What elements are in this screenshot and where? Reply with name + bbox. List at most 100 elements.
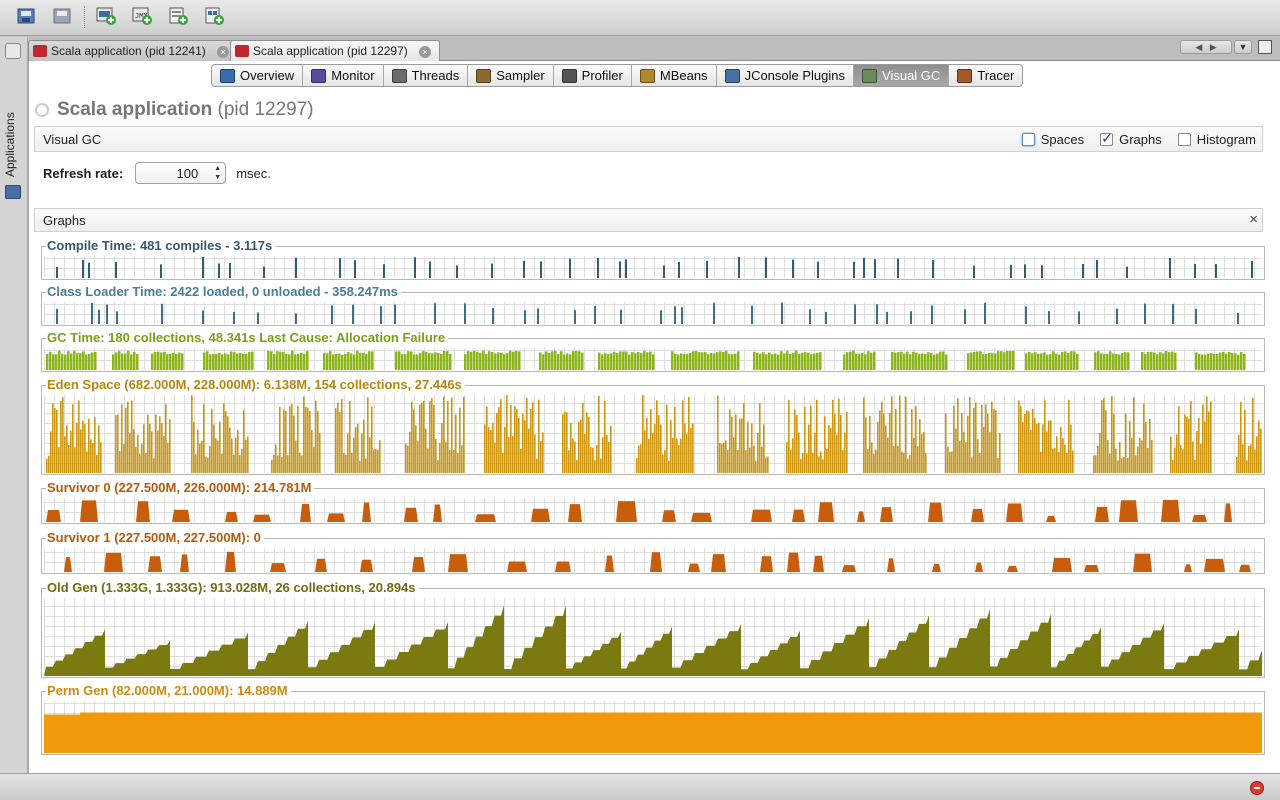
tab-monitor[interactable]: Monitor [303, 65, 384, 86]
graph-gctime: GC Time: 180 collections, 48.341s Last C… [41, 330, 1265, 372]
tab-label: Visual GC [882, 68, 941, 83]
tab-label: Threads [411, 68, 460, 83]
grid [44, 598, 1262, 676]
maximize-window-icon[interactable] [1258, 40, 1272, 54]
add-jmx-connection-icon [96, 7, 116, 25]
graph-classloader: Class Loader Time: 2422 loaded, 0 unload… [41, 284, 1265, 326]
graph-title: Perm Gen (82.000M, 21.000M): 14.889M [46, 683, 291, 699]
tab-tracer[interactable]: Tracer [949, 65, 1022, 86]
tab-label: Overview [240, 68, 295, 83]
graphs-panel-label: Graphs [43, 213, 86, 228]
error-notification-icon[interactable] [1250, 781, 1264, 795]
svg-text:JMX: JMX [135, 12, 148, 20]
graph-compile-plot [44, 256, 1262, 278]
graph-survivor1-plot [44, 548, 1262, 572]
add-snapshot-icon [205, 7, 224, 25]
tab-jconsole-plugins[interactable]: JConsole Plugins [717, 65, 855, 86]
graph-oldgen-series [44, 605, 1262, 676]
doc-tab-label: Scala application (pid 12241) [51, 44, 206, 58]
view-tab-bar: Overview Monitor Threads Sampler Profiler MBe… [211, 64, 1024, 87]
save-snapshot-button[interactable] [50, 5, 74, 27]
tab-visual-gc[interactable]: Visual GC [854, 65, 950, 86]
graphs-checkbox-box[interactable] [1100, 130, 1114, 147]
graphs-checkbox[interactable]: Graphs [1100, 130, 1162, 147]
load-core-dump-button[interactable] [166, 5, 190, 27]
add-jmx-connection-button[interactable] [94, 5, 118, 27]
tab-label: Tracer [977, 68, 1015, 83]
graph-oldgen: Old Gen (1.333G, 1.333G): 913.028M, 26 c… [41, 580, 1265, 678]
applications-sidebar-tab[interactable]: Applications [3, 112, 17, 177]
tab-sampler[interactable]: Sampler [468, 65, 554, 86]
graph-eden-plot [44, 395, 1262, 473]
histogram-checkbox[interactable]: Histogram [1177, 132, 1256, 147]
main-toolbar: JMX [0, 0, 1280, 36]
spaces-label: Spaces [1040, 132, 1085, 147]
close-graphs-icon[interactable]: × [1249, 211, 1258, 228]
tab-mbeans[interactable]: MBeans [632, 65, 717, 86]
graph-title: Class Loader Time: 2422 loaded, 0 unload… [46, 284, 401, 300]
graphs-panel-header: Graphs × [34, 208, 1263, 232]
threads-icon [391, 68, 407, 83]
grid [44, 256, 1262, 278]
histogram-label: Histogram [1196, 132, 1256, 147]
add-remote-host-icon: JMX [132, 7, 152, 25]
tab-label: MBeans [659, 68, 708, 83]
graph-survivor0-series [46, 500, 1232, 522]
visual-gc-label: Visual GC [43, 132, 102, 147]
graph-classloader-series [56, 302, 1239, 324]
spaces-checkbox-box[interactable] [1021, 133, 1035, 146]
graph-permgen-plot [44, 701, 1262, 753]
applications-icon[interactable] [5, 185, 21, 199]
close-tab-icon[interactable]: × [217, 45, 230, 58]
monitor-icon [311, 68, 327, 83]
graph-compile-series [56, 256, 1253, 278]
tab-label: Sampler [496, 68, 545, 83]
save-snapshot-icon [53, 8, 71, 24]
tab-label: JConsole Plugins [744, 68, 846, 83]
doc-tab-label: Scala application (pid 12297) [253, 44, 408, 58]
applications-sidebar-strip: Applications [0, 37, 28, 773]
graph-oldgen-plot [44, 598, 1262, 676]
refresh-rate-unit: msec. [236, 165, 271, 181]
graph-survivor0-plot [44, 498, 1262, 522]
tab-threads[interactable]: Threads [384, 65, 469, 86]
add-remote-host-button[interactable]: JMX [130, 5, 154, 27]
status-bar [0, 773, 1280, 800]
overview-icon [220, 68, 235, 83]
spaces-checkbox[interactable]: Spaces [1021, 132, 1085, 147]
application-header: Scala application (pid 12297) [35, 98, 314, 122]
graph-eden: Eden Space (682.000M, 228.000M): 6.138M,… [41, 377, 1265, 475]
sampler-icon [476, 68, 492, 83]
restore-sidebar-icon[interactable] [5, 43, 21, 59]
add-snapshot-button[interactable] [202, 5, 226, 27]
java-application-icon [235, 45, 249, 57]
tab-profiler[interactable]: Profiler [554, 65, 632, 86]
open-snapshot-button[interactable] [14, 5, 38, 27]
java-application-icon [33, 45, 47, 57]
graph-eden-series [46, 395, 1262, 473]
graphs-label: Graphs [1119, 132, 1162, 147]
tab-overview[interactable]: Overview [212, 65, 304, 86]
tab-label: Profiler [581, 68, 623, 83]
graph-title: Survivor 1 (227.500M, 227.500M): 0 [46, 530, 264, 546]
graph-gctime-series [46, 350, 1246, 370]
close-tab-icon[interactable]: × [419, 45, 432, 58]
graph-title: Survivor 0 (227.500M, 226.000M): 214.781… [46, 480, 315, 496]
graph-title: Old Gen (1.333G, 1.333G): 913.028M, 26 c… [46, 580, 419, 596]
graph-survivor1: Survivor 1 (227.500M, 227.500M): 0 [41, 530, 1265, 574]
main-panel: Overview Monitor Threads Sampler Profiler MBe… [28, 61, 1280, 773]
histogram-checkbox-box[interactable] [1177, 133, 1191, 146]
doc-tab-pid-12297[interactable]: Scala application (pid 12297) × [230, 40, 441, 61]
tracer-icon [957, 68, 973, 83]
graph-permgen: Perm Gen (82.000M, 21.000M): 14.889M [41, 683, 1265, 755]
load-core-dump-icon [169, 7, 188, 25]
mbeans-icon [639, 68, 655, 83]
tab-scroll-arrows[interactable]: ◀ ▶ [1180, 40, 1232, 54]
refresh-rate-label: Refresh rate: [43, 165, 124, 181]
refresh-rate-spinner[interactable]: 100 ▲ ▼ [135, 162, 227, 184]
page-title: Scala application (pid 12297) [57, 99, 314, 120]
tab-list-dropdown-icon[interactable]: ▼ [1234, 40, 1252, 54]
spinner-arrows-icon[interactable]: ▲ ▼ [214, 165, 222, 181]
doc-tab-pid-12241[interactable]: Scala application (pid 12241) × [28, 40, 239, 61]
profiler-icon [561, 68, 577, 83]
